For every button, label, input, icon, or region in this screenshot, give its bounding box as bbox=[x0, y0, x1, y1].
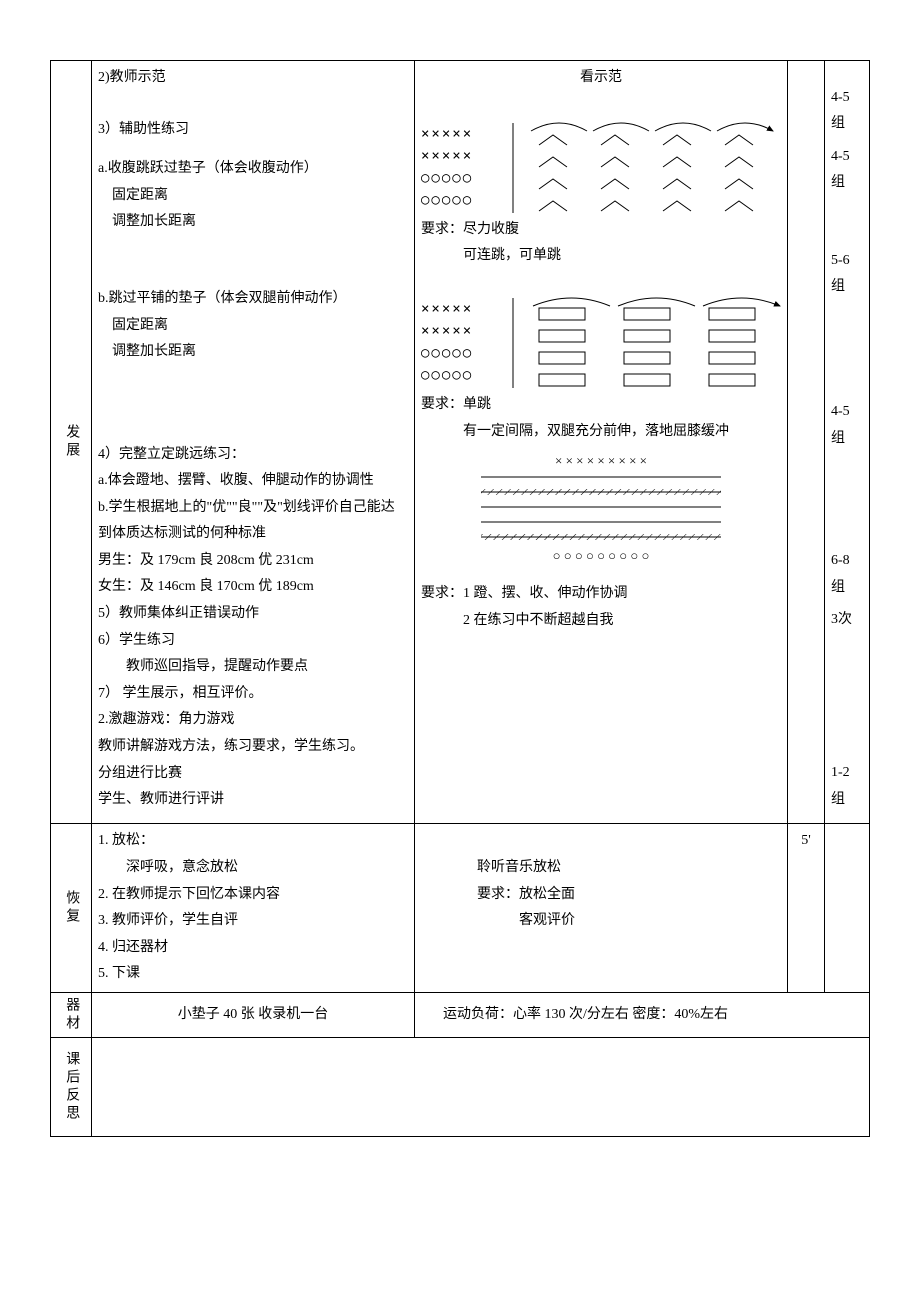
dev-l8: 7） 学生展示，相互评价。 bbox=[98, 681, 408, 708]
dev-l10: 教师讲解游戏方法，练习要求，学生练习。 bbox=[98, 734, 408, 761]
recover-time: 5' bbox=[794, 828, 818, 855]
dev-l5d: 女生：及 146cm 良 170cm 优 189cm bbox=[98, 574, 408, 601]
rec-l2: 2. 在教师提示下回忆本课内容 bbox=[98, 882, 408, 909]
lesson-plan-table: 发展 2)教师示范 3）辅助性练习 a.收腹跳跃过垫子（体会收腹动作） 固定距离… bbox=[50, 60, 870, 1137]
rec-l1: 1. 放松： bbox=[98, 828, 408, 855]
develop-time-cell bbox=[788, 61, 825, 824]
rec-r2: 要求：放松全面 bbox=[421, 882, 781, 909]
formation-c-svg: × × × × × × × × × ○ ○ ○ ○ ○ ○ ○ ○ ○ bbox=[421, 451, 781, 581]
equipment-right-cell: 运动负荷：心率 130 次/分左右 密度：40%左右 bbox=[415, 993, 870, 1038]
svg-text:× × × × × × × × ×: × × × × × × × × × bbox=[555, 453, 647, 468]
row-reflection: 课后反思 bbox=[51, 1038, 870, 1137]
recover-right-cell: 聆听音乐放松 要求：放松全面 客观评价 bbox=[415, 824, 788, 993]
formation-a: ××××× ××××× ○○○○○ ○○○○○ bbox=[421, 117, 781, 217]
develop-group-cell: 4-5组 4-5组 5-6组 4-5组 6-8组 3次 1-2组 bbox=[825, 61, 870, 824]
dev-l3: a.收腹跳跃过垫子（体会收腹动作） bbox=[98, 156, 408, 183]
group-4: 6-8组 bbox=[831, 548, 863, 601]
svg-text:○ ○ ○ ○ ○ ○ ○ ○ ○: ○ ○ ○ ○ ○ ○ ○ ○ ○ bbox=[553, 548, 650, 563]
req-a2: 可连跳，可单跳 bbox=[421, 243, 781, 270]
section-label-reflection: 课后反思 bbox=[51, 1038, 92, 1137]
group-0: 4-5组 bbox=[831, 85, 863, 138]
group-5: 3次 bbox=[831, 607, 863, 634]
rec-l4: 4. 归还器材 bbox=[98, 935, 408, 962]
dev-l4a: 固定距离 bbox=[98, 313, 408, 340]
develop-left-cell: 2)教师示范 3）辅助性练习 a.收腹跳跃过垫子（体会收腹动作） 固定距离 调整… bbox=[92, 61, 415, 824]
row-develop: 发展 2)教师示范 3）辅助性练习 a.收腹跳跃过垫子（体会收腹动作） 固定距离… bbox=[51, 61, 870, 824]
row-recover: 恢复 1. 放松： 深呼吸，意念放松 2. 在教师提示下回忆本课内容 3. 教师… bbox=[51, 824, 870, 993]
req-c2: 2 在练习中不断超越自我 bbox=[421, 608, 781, 635]
req-b1: 要求：单跳 bbox=[421, 392, 781, 419]
dev-l1: 2)教师示范 bbox=[98, 65, 408, 92]
dev-l7a: 教师巡回指导，提醒动作要点 bbox=[98, 654, 408, 681]
req-b2: 有一定间隔，双腿充分前伸，落地屈膝缓冲 bbox=[421, 419, 781, 446]
dev-l4: b.跳过平铺的垫子（体会双腿前伸动作） bbox=[98, 286, 408, 313]
dev-l11: 分组进行比赛 bbox=[98, 761, 408, 788]
dev-r1: 看示范 bbox=[421, 65, 781, 92]
rec-r3: 客观评价 bbox=[421, 908, 781, 935]
rec-l5: 5. 下课 bbox=[98, 961, 408, 988]
req-c1: 要求：1 蹬、摆、收、伸动作协调 bbox=[421, 581, 781, 608]
row-equipment: 器材 小垫子 40 张 收录机一台 运动负荷：心率 130 次/分左右 密度：4… bbox=[51, 993, 870, 1038]
group-3: 4-5组 bbox=[831, 399, 863, 452]
rec-r1: 聆听音乐放松 bbox=[421, 855, 781, 882]
dev-l5c: 男生：及 179cm 良 208cm 优 231cm bbox=[98, 548, 408, 575]
dev-l5: 4）完整立定跳远练习： bbox=[98, 442, 408, 469]
equipment-label-text: 器材 bbox=[58, 997, 85, 1033]
equipment-left-cell: 小垫子 40 张 收录机一台 bbox=[92, 993, 415, 1038]
recover-time-cell: 5' bbox=[788, 824, 825, 993]
dev-l4b: 调整加长距离 bbox=[98, 339, 408, 366]
develop-label-text: 发展 bbox=[58, 424, 85, 460]
formation-a-svg bbox=[421, 117, 791, 217]
reflection-cell bbox=[92, 1038, 870, 1137]
section-label-recover: 恢复 bbox=[51, 824, 92, 993]
dev-l5b: b.学生根据地上的"优""良""及"划线评价自己能达到体质达标测试的何种标准 bbox=[98, 495, 408, 548]
recover-group-cell bbox=[825, 824, 870, 993]
section-label-equipment: 器材 bbox=[51, 993, 92, 1038]
rec-l3: 3. 教师评价，学生自评 bbox=[98, 908, 408, 935]
rec-l1a: 深呼吸，意念放松 bbox=[98, 855, 408, 882]
develop-right-cell: 看示范 ××××× ××××× ○○○○○ ○○○○○ 要求：尽力收腹 可连跳，… bbox=[415, 61, 788, 824]
group-1: 4-5组 bbox=[831, 144, 863, 197]
dev-l6: 5）教师集体纠正错误动作 bbox=[98, 601, 408, 628]
formation-b-svg bbox=[421, 292, 791, 392]
dev-l7: 6）学生练习 bbox=[98, 628, 408, 655]
dev-l3a: 固定距离 bbox=[98, 183, 408, 210]
equipment-left: 小垫子 40 张 收录机一台 bbox=[178, 1007, 329, 1022]
equipment-right: 运动负荷：心率 130 次/分左右 密度：40%左右 bbox=[443, 1007, 728, 1022]
reflection-label-text: 课后反思 bbox=[58, 1051, 85, 1123]
group-2: 5-6组 bbox=[831, 248, 863, 301]
dev-l9: 2.激趣游戏：角力游戏 bbox=[98, 707, 408, 734]
group-6: 1-2组 bbox=[831, 760, 863, 813]
req-a1: 要求：尽力收腹 bbox=[421, 217, 781, 244]
dev-l2: 3）辅助性练习 bbox=[98, 117, 408, 144]
dev-l3b: 调整加长距离 bbox=[98, 209, 408, 236]
section-label-develop: 发展 bbox=[51, 61, 92, 824]
dev-l12: 学生、教师进行评讲 bbox=[98, 787, 408, 814]
recover-label-text: 恢复 bbox=[58, 890, 85, 926]
formation-c: × × × × × × × × × ○ ○ ○ ○ ○ ○ ○ ○ ○ bbox=[421, 451, 781, 581]
formation-b: ××××× ××××× ○○○○○ ○○○○○ bbox=[421, 292, 781, 392]
dev-l5a: a.体会蹬地、摆臂、收腹、伸腿动作的协调性 bbox=[98, 468, 408, 495]
recover-left-cell: 1. 放松： 深呼吸，意念放松 2. 在教师提示下回忆本课内容 3. 教师评价，… bbox=[92, 824, 415, 993]
